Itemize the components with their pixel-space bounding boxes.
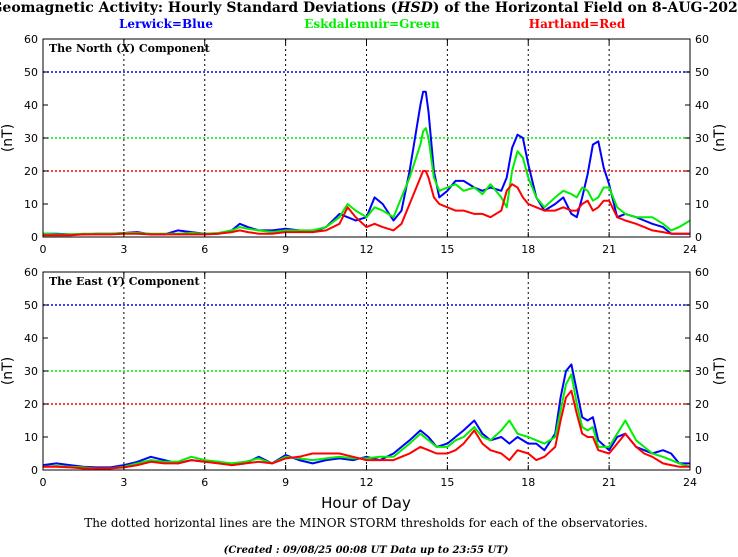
series-line-hartland <box>43 389 690 470</box>
y-tick-label-right: 30 <box>695 365 709 378</box>
x-tick-label: 21 <box>602 476 616 489</box>
y-tick-label-right: 40 <box>695 99 709 112</box>
x-tick-label: 6 <box>201 243 208 256</box>
y-axis-label-right: (nT) <box>712 357 728 385</box>
y-tick-label-right: 60 <box>695 266 709 279</box>
x-tick-label: 18 <box>521 476 535 489</box>
y-tick-label-left: 40 <box>24 99 38 112</box>
y-tick-label-left: 50 <box>24 299 38 312</box>
x-tick-label: 15 <box>440 476 454 489</box>
y-axis-label-left: (nT) <box>0 124 16 152</box>
x-tick-label: 12 <box>360 476 374 489</box>
y-tick-label-left: 10 <box>24 198 38 211</box>
y-tick-label-right: 60 <box>695 33 709 46</box>
y-axis-label-right: (nT) <box>712 124 728 152</box>
x-axis-label: Hour of Day <box>321 494 411 512</box>
y-tick-label-right: 0 <box>695 231 702 244</box>
y-tick-label-right: 20 <box>695 165 709 178</box>
series-line-lerwick <box>43 90 690 236</box>
series-line-eskdalemuir <box>42 373 691 470</box>
panel-label: The East (Y) Component <box>49 275 200 288</box>
created-note: (Created : 09/08/25 00:08 UT Data up to … <box>224 545 509 556</box>
y-tick-label-left: 0 <box>31 464 38 477</box>
legend-hartland: Hartland=Red <box>529 17 626 31</box>
x-tick-label: 12 <box>360 243 374 256</box>
x-tick-label: 6 <box>201 476 208 489</box>
x-tick-label: 18 <box>521 243 535 256</box>
y-tick-label-right: 0 <box>695 464 702 477</box>
y-tick-label-left: 60 <box>24 33 38 46</box>
y-tick-label-right: 50 <box>695 66 709 79</box>
y-tick-label-right: 10 <box>695 431 709 444</box>
x-tick-label: 0 <box>40 243 47 256</box>
y-tick-label-right: 20 <box>695 398 709 411</box>
x-tick-label: 21 <box>602 243 616 256</box>
y-tick-label-left: 40 <box>24 332 38 345</box>
y-tick-label-right: 10 <box>695 198 709 211</box>
y-tick-label-left: 20 <box>24 165 38 178</box>
y-tick-label-left: 0 <box>31 231 38 244</box>
y-tick-label-right: 40 <box>695 332 709 345</box>
chart-title: Geomagnetic Activity: Hourly Standard De… <box>0 0 738 16</box>
y-tick-label-left: 60 <box>24 266 38 279</box>
x-tick-label: 3 <box>120 476 127 489</box>
y-tick-label-right: 30 <box>695 132 709 145</box>
x-tick-label: 9 <box>282 476 289 489</box>
series-line-lerwick <box>42 363 690 469</box>
series-line-hartland <box>43 170 690 237</box>
y-tick-label-left: 10 <box>24 431 38 444</box>
x-tick-label: 0 <box>40 476 47 489</box>
x-tick-label: 24 <box>683 243 697 256</box>
x-tick-label: 3 <box>120 243 127 256</box>
y-tick-label-left: 50 <box>24 66 38 79</box>
y-tick-label-left: 20 <box>24 398 38 411</box>
panel-label: The North (X) Component <box>49 42 211 55</box>
y-tick-label-left: 30 <box>24 365 38 378</box>
y-tick-label-left: 30 <box>24 132 38 145</box>
legend-eskdalemuir: Eskdalemuir=Green <box>304 17 440 31</box>
x-tick-label: 15 <box>440 243 454 256</box>
x-tick-label: 24 <box>683 476 697 489</box>
y-tick-label-right: 50 <box>695 299 709 312</box>
footnote: The dotted horizontal lines are the MINO… <box>84 516 648 530</box>
legend-lerwick: Lerwick=Blue <box>119 17 213 31</box>
y-axis-label-left: (nT) <box>0 357 16 385</box>
x-tick-label: 9 <box>282 243 289 256</box>
